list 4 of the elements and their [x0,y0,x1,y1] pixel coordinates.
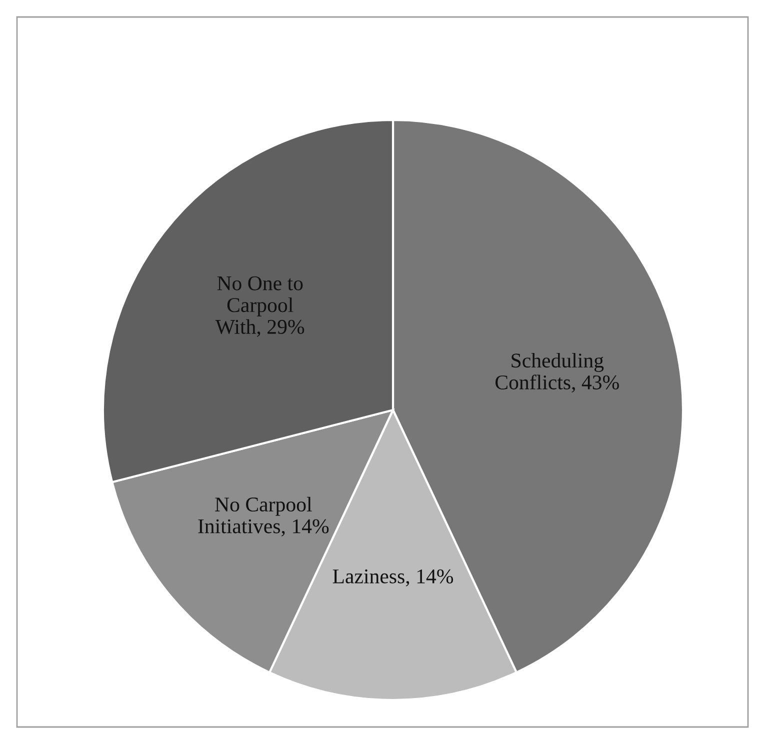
slice-label: No One to Carpool With, 29% [215,276,304,337]
slice-label: Scheduling Conflicts, 43% [496,352,619,392]
slice-label: No Carpool Initiatives, 14% [198,496,329,536]
slice-label: Laziness, 14% [332,569,454,586]
